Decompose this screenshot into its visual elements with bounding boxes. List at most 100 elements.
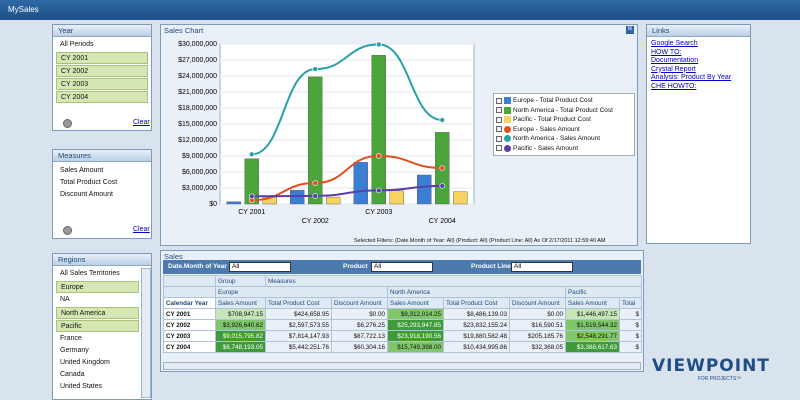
region-item[interactable]: NA	[60, 296, 70, 303]
table-cell: $1,446,497.15	[565, 308, 620, 320]
legend-entry[interactable]: North America - Sales Amount	[496, 134, 632, 144]
measure-item[interactable]: Total Product Cost	[60, 179, 118, 186]
link-how-to[interactable]: HOW TO:	[651, 48, 682, 56]
checkbox-icon[interactable]	[496, 135, 502, 142]
regions-scrollbar[interactable]	[141, 268, 151, 398]
region-item[interactable]: Europe	[56, 281, 139, 293]
column-header[interactable]: Discount Amount	[331, 297, 388, 309]
column-header[interactable]: Discount Amount	[509, 297, 566, 309]
table-cell: $23,832,155.24	[443, 319, 510, 331]
table-cell: $2,597,573.55	[265, 319, 332, 331]
legend-entry[interactable]: Europe - Total Product Cost	[496, 96, 632, 106]
year-item-2003[interactable]: CY 2003	[56, 78, 148, 90]
column-header[interactable]: Sales Amount	[215, 297, 266, 309]
legend-entry[interactable]: Pacific - Sales Amount	[496, 144, 632, 154]
table-cell: $9,015,795.82	[215, 330, 266, 342]
legend-entry[interactable]: Pacific - Total Product Cost	[496, 115, 632, 125]
region-item[interactable]: North America	[56, 307, 139, 319]
grid-corner	[163, 286, 216, 298]
chart-menu-badge[interactable]: B	[626, 26, 634, 34]
legend-entry[interactable]: Europe - Sales Amount	[496, 125, 632, 135]
measure-item[interactable]: Sales Amount	[60, 167, 104, 174]
legend-swatch	[504, 135, 511, 143]
grid-measures-label: Measures	[264, 275, 643, 287]
table-cell: $23,918,190.56	[387, 330, 444, 342]
series-point	[248, 193, 255, 200]
x-tick-label: CY 2003	[365, 209, 392, 216]
refresh-icon[interactable]	[63, 226, 72, 235]
bar	[353, 162, 368, 205]
grid-group-label: Group	[215, 275, 266, 287]
checkbox-icon[interactable]	[496, 97, 502, 104]
year-item-2002[interactable]: CY 2002	[56, 65, 148, 77]
checkbox-icon[interactable]	[496, 145, 502, 152]
link-analysis[interactable]: Analysis: Product By Year	[651, 74, 732, 81]
legend-swatch	[504, 97, 511, 105]
series-line	[251, 43, 443, 156]
region-item[interactable]: Germany	[60, 347, 89, 354]
series-point	[312, 180, 319, 186]
measures-clear-link[interactable]: Clear	[133, 226, 150, 233]
row-header: CY 2003	[163, 330, 216, 342]
column-header[interactable]: Sales Amount	[387, 297, 444, 309]
link-google-search[interactable]: Google Search	[651, 40, 698, 47]
year-item-2004[interactable]: CY 2004	[56, 91, 148, 103]
selected-filters-text: Selected Filters: (Date.Month of Year: A…	[354, 238, 606, 244]
year-item-all[interactable]: All Periods	[60, 41, 94, 48]
viewpoint-logo: VIEWPOINT FOR PROJECTS™	[652, 356, 787, 382]
sales-chart-svg: $0 $3,000,000 $6,000,000 $9,000,000 $12,000,…	[178, 41, 475, 225]
region-item[interactable]: France	[60, 335, 82, 342]
table-cell: $6,748,193.05	[215, 341, 266, 353]
year-panel: Year All Periods CY 2001 CY 2002 CY 2003…	[52, 24, 152, 131]
y-tick-label: $30,000,000	[178, 41, 217, 48]
checkbox-icon[interactable]	[496, 116, 502, 123]
group-header-north-america[interactable]: North America	[387, 286, 566, 298]
group-header-europe[interactable]: Europe	[215, 286, 388, 298]
table-cell: $25,293,947.85	[387, 319, 444, 331]
link-documentation[interactable]: Documentation	[651, 57, 699, 64]
link-crystal-report[interactable]: Crystal Report	[651, 65, 696, 73]
column-header[interactable]: Sales Amount	[565, 297, 620, 309]
legend-swatch	[504, 125, 511, 133]
refresh-icon[interactable]	[63, 119, 72, 128]
region-item[interactable]: All Sales Territories	[60, 270, 120, 277]
x-tick-label: CY 2004	[429, 218, 456, 225]
table-cell: $	[618, 341, 643, 353]
series-point	[312, 193, 319, 199]
legend-swatch	[504, 116, 511, 124]
filter-select-product[interactable]: All	[371, 262, 433, 272]
table-cell: $2,548,291.77	[565, 330, 620, 342]
year-item-2001[interactable]: CY 2001	[56, 52, 148, 64]
region-item[interactable]: United States	[60, 383, 103, 390]
link-che-howto[interactable]: CHE HOWTO:	[651, 82, 697, 90]
table-cell: $1,519,544.32	[565, 319, 620, 331]
legend-entry[interactable]: North America - Total Product Cost	[496, 106, 632, 116]
series-point	[439, 117, 446, 123]
series-point	[439, 165, 446, 171]
series-point	[439, 183, 446, 189]
series-point	[248, 151, 255, 158]
filter-select-product-line[interactable]: All	[511, 262, 573, 272]
table-row: CY 2003 $9,015,795.82 $7,814,147.93 $87,…	[163, 330, 643, 342]
region-item[interactable]: Pacific	[56, 320, 139, 332]
table-cell: $6,276.25	[331, 319, 388, 331]
checkbox-icon[interactable]	[496, 107, 502, 114]
legend-label: Pacific - Total Product Cost	[513, 116, 591, 124]
region-item[interactable]: Canada	[60, 371, 85, 378]
checkbox-icon[interactable]	[496, 126, 502, 133]
table-row: CY 2004 $6,748,193.05 $5,442,251.76 $60,…	[163, 341, 643, 353]
table-cell: $3,388,617.63	[565, 341, 620, 353]
region-item[interactable]: United Kingdom	[60, 359, 110, 366]
legend-swatch	[504, 106, 511, 114]
column-header[interactable]: Total	[618, 297, 643, 309]
column-header[interactable]: Total Product Cost	[265, 297, 332, 309]
group-header-pacific[interactable]: Pacific	[564, 286, 643, 298]
filter-select-date[interactable]: All	[229, 262, 291, 272]
measure-item[interactable]: Discount Amount	[60, 191, 113, 198]
column-header[interactable]: Total Product Cost	[443, 297, 510, 309]
grid-horizontal-scrollbar[interactable]	[163, 362, 641, 370]
table-cell: $19,880,582.48	[443, 330, 510, 342]
series-point	[375, 41, 382, 48]
year-clear-link[interactable]: Clear	[133, 119, 150, 126]
measures-panel-title: Measures	[53, 150, 151, 162]
